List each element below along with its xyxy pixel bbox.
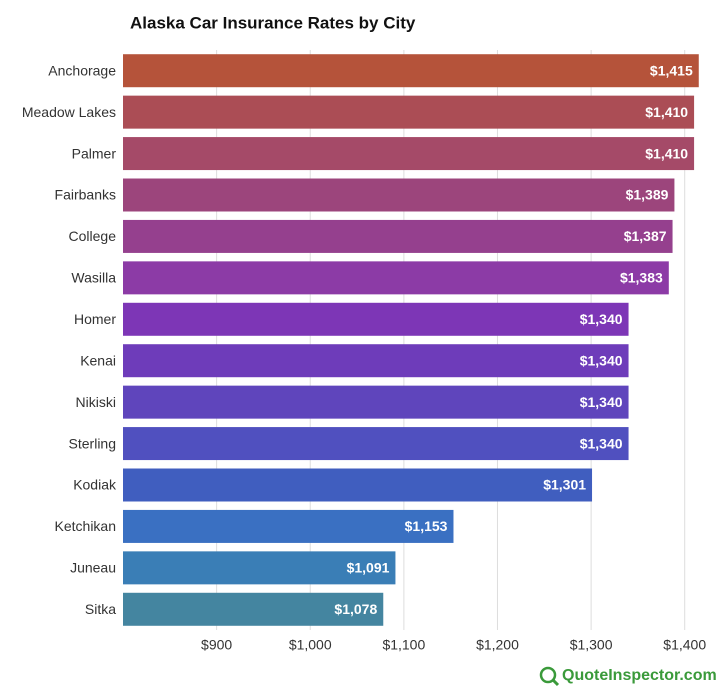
value-label: $1,091 bbox=[347, 560, 390, 576]
bar bbox=[123, 137, 695, 171]
bar bbox=[123, 551, 396, 585]
x-tick-label: $1,000 bbox=[289, 637, 332, 653]
y-tick-label: Sitka bbox=[85, 601, 116, 617]
value-label: $1,389 bbox=[626, 187, 669, 203]
bar bbox=[123, 95, 695, 129]
value-label: $1,383 bbox=[620, 270, 663, 286]
value-label: $1,340 bbox=[580, 311, 623, 327]
value-label: $1,340 bbox=[580, 435, 623, 451]
y-tick-label: Anchorage bbox=[48, 62, 116, 78]
y-tick-label: Wasilla bbox=[71, 270, 116, 286]
y-tick-label: Kenai bbox=[80, 352, 116, 368]
bar bbox=[123, 219, 673, 253]
y-tick-label: Palmer bbox=[72, 145, 117, 161]
bar bbox=[123, 261, 669, 295]
y-tick-label: Fairbanks bbox=[55, 187, 116, 203]
value-label: $1,153 bbox=[405, 518, 448, 534]
bar bbox=[123, 54, 699, 88]
y-tick-label: Juneau bbox=[70, 560, 116, 576]
x-tick-label: $1,200 bbox=[476, 637, 519, 653]
brand: QuoteInspector.com bbox=[562, 667, 717, 684]
y-tick-label: Homer bbox=[74, 311, 116, 327]
y-tick-label: Meadow Lakes bbox=[22, 104, 116, 120]
value-label: $1,410 bbox=[645, 145, 688, 161]
y-tick-label: Ketchikan bbox=[55, 518, 116, 534]
y-tick-label: Nikiski bbox=[76, 394, 116, 410]
bar bbox=[123, 178, 675, 212]
bar bbox=[123, 385, 629, 419]
value-label: $1,410 bbox=[645, 104, 688, 120]
bar bbox=[123, 468, 593, 502]
value-label: $1,387 bbox=[624, 228, 667, 244]
x-tick-label: $1,400 bbox=[663, 637, 706, 653]
value-label: $1,415 bbox=[650, 62, 693, 78]
y-tick-label: Kodiak bbox=[73, 477, 117, 493]
bar bbox=[123, 427, 629, 461]
bar bbox=[123, 592, 384, 626]
y-tick-label: College bbox=[69, 228, 117, 244]
bar bbox=[123, 509, 454, 543]
x-tick-label: $900 bbox=[201, 637, 232, 653]
y-tick-label: Sterling bbox=[69, 435, 116, 451]
brand-logo bbox=[539, 666, 560, 687]
value-label: $1,078 bbox=[334, 601, 377, 617]
value-label: $1,340 bbox=[580, 352, 623, 368]
bar bbox=[123, 302, 629, 336]
value-label: $1,340 bbox=[580, 394, 623, 410]
x-tick-label: $1,300 bbox=[570, 637, 613, 653]
bar bbox=[123, 344, 629, 378]
value-label: $1,301 bbox=[543, 477, 586, 493]
chart-title: Alaska Car Insurance Rates by City bbox=[130, 13, 416, 32]
x-tick-label: $1,100 bbox=[382, 637, 425, 653]
